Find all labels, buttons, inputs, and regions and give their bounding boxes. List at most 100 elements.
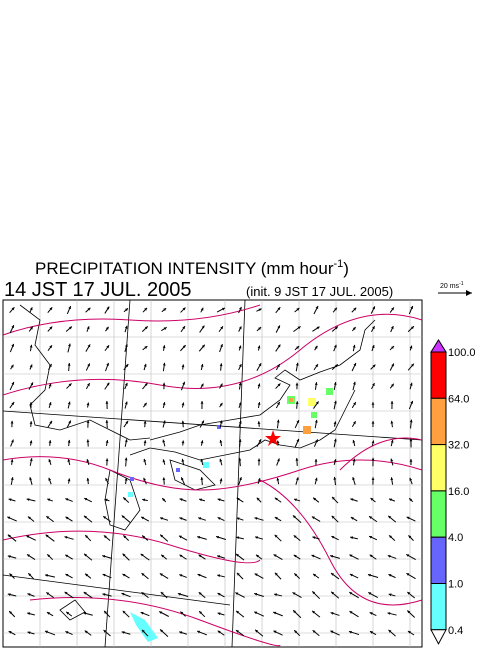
wind-arrow: [217, 630, 225, 636]
wind-arrow: [142, 402, 148, 408]
wind-arrow: [255, 554, 263, 560]
wind-arrow: [331, 535, 339, 541]
wind-head: [312, 630, 316, 634]
wind-arrow: [333, 421, 337, 427]
wind-head: [294, 573, 298, 577]
wind-head: [27, 516, 31, 520]
wind-head: [124, 457, 128, 461]
wind-head: [238, 457, 242, 461]
wind-head: [8, 631, 12, 634]
wind-head: [276, 419, 280, 423]
wind-head: [313, 573, 317, 577]
wind-head: [86, 459, 90, 463]
wind-arrow: [351, 401, 357, 409]
wind-head: [87, 363, 90, 367]
wind-head: [371, 345, 375, 349]
wind-head: [349, 573, 353, 577]
colorbar-segment: [430, 397, 447, 446]
wind-arrow: [200, 458, 204, 466]
wind-arrow: [65, 516, 73, 522]
wind-head: [220, 344, 223, 348]
wind-head: [68, 420, 71, 424]
wind-head: [47, 554, 51, 558]
wind-arrow: [330, 554, 340, 559]
wind-arrow: [124, 457, 128, 467]
wind-head: [104, 610, 107, 614]
wind-arrow: [388, 498, 396, 502]
wind-arrow: [238, 420, 242, 428]
wind-head: [236, 610, 240, 614]
wind-arrow: [293, 534, 301, 542]
wind-head: [296, 420, 300, 424]
wind-arrow: [29, 402, 33, 408]
wind-head: [9, 573, 13, 577]
wind-head: [352, 458, 356, 462]
wind-head: [352, 477, 355, 481]
wind-head: [312, 536, 316, 540]
wind-arrow: [161, 326, 167, 332]
wind-head: [44, 630, 48, 634]
wind-head: [334, 326, 338, 330]
wind-head: [293, 498, 297, 502]
wind-arrow: [142, 307, 148, 313]
wind-arrow: [84, 497, 92, 503]
wind-arrow: [370, 306, 376, 314]
wind-arrow: [238, 439, 242, 447]
wind-arrow: [65, 611, 73, 617]
wind-head: [273, 630, 277, 634]
wind-head: [387, 555, 391, 558]
wind-head: [105, 420, 109, 423]
wind-head: [217, 517, 221, 520]
wind-arrow: [65, 326, 73, 332]
wind-head: [236, 536, 240, 540]
wind-arrow: [27, 631, 35, 635]
wind-head: [11, 307, 15, 311]
wind-arrow: [352, 476, 356, 486]
wind-arrow: [180, 477, 186, 485]
wind-arrow: [84, 630, 92, 636]
wind-head: [295, 458, 299, 461]
wind-head: [369, 612, 373, 615]
wind-arrow: [275, 306, 281, 314]
colorbar-label: 64.0: [448, 393, 469, 405]
wind-head: [409, 382, 413, 386]
wind-head: [140, 553, 144, 557]
wind-arrow: [86, 458, 90, 466]
wind-arrow: [29, 421, 33, 427]
wind-head: [352, 439, 356, 443]
wind-arrow: [122, 497, 130, 503]
wind-head: [143, 363, 147, 367]
wind-head: [217, 498, 221, 502]
wind-head: [238, 382, 242, 386]
wind-head: [83, 515, 87, 519]
wind-head: [121, 515, 125, 519]
wind-arrow: [349, 554, 359, 560]
colorbar-label: 100.0: [448, 347, 476, 359]
wind-arrow: [26, 498, 36, 502]
wind-head: [391, 383, 394, 387]
wind-arrow: [180, 325, 186, 333]
wind-head: [409, 498, 413, 502]
wind-arrow: [235, 592, 245, 598]
wind-head: [105, 477, 108, 481]
wind-arrow: [236, 497, 244, 503]
wind-head: [333, 344, 337, 348]
wind-arrow: [406, 516, 416, 522]
wind-head: [30, 382, 34, 386]
wind-arrow: [159, 534, 169, 542]
wind-arrow: [275, 325, 281, 333]
wind-arrow: [86, 477, 90, 485]
wind-head: [371, 402, 375, 405]
wind-arrow: [48, 459, 52, 465]
wind-head: [199, 498, 203, 502]
colorbar: 100.0 64.0 32.0 16.0 4.0 1.0 0.4: [430, 339, 476, 645]
colorbar-segment: [430, 490, 447, 538]
wind-arrow: [409, 459, 413, 465]
wind-arrow: [369, 611, 377, 617]
wind-arrow: [47, 420, 53, 428]
wind-arrow: [143, 420, 147, 428]
wind-arrow: [179, 631, 187, 635]
wind-head: [179, 517, 183, 520]
wind-arrow: [218, 325, 224, 333]
wind-head: [217, 555, 221, 558]
